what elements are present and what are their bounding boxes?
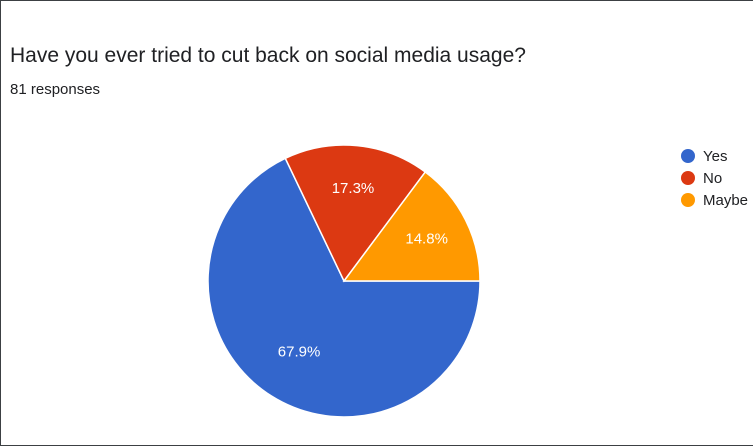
legend-swatch-no [681,171,695,185]
pie-label-no: 17.3% [332,180,375,197]
pie-label-yes: 67.9% [278,343,321,360]
legend-item-yes[interactable]: Yes [681,145,748,167]
legend-swatch-yes [681,149,695,163]
legend-label-maybe: Maybe [703,191,749,209]
response-count: 81 responses [10,81,101,98]
pie-slice-no[interactable] [284,144,427,283]
chart-title: Have you ever tried to cut back on socia… [10,44,526,67]
legend-item-maybe[interactable]: Maybe [681,189,748,211]
legend-item-no[interactable]: No [681,167,748,189]
legend-label-no: No [703,169,723,187]
pie-label-maybe: 14.8% [405,231,448,248]
legend-label-yes: Yes [703,147,728,165]
legend-swatch-maybe [681,193,695,207]
pie-slice-yes[interactable] [207,157,481,418]
pie-slice-maybe[interactable] [342,170,481,282]
chart-legend: Yes No Maybe [681,145,748,211]
